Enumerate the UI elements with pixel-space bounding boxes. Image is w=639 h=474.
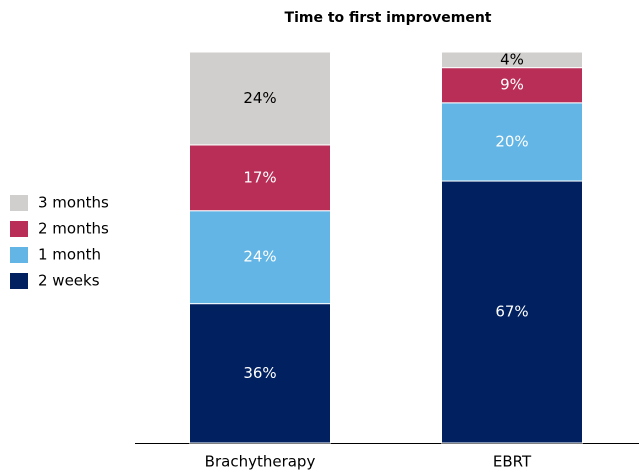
legend-swatch [10, 195, 28, 211]
legend-label: 2 weeks [38, 272, 100, 290]
bar-segment [441, 67, 583, 104]
data-label: 24% [243, 89, 276, 107]
data-label: 4% [500, 50, 524, 68]
legend-swatch [10, 221, 28, 237]
bar-segment [441, 51, 583, 69]
bar-segment [441, 180, 583, 444]
data-label: 36% [243, 364, 276, 382]
x-tick-label: EBRT [493, 453, 532, 471]
data-label: 24% [243, 248, 276, 266]
bar-segment [189, 210, 331, 305]
legend-label: 3 months [38, 194, 109, 212]
legend-label: 2 months [38, 220, 109, 238]
x-tick-label: Brachytherapy [205, 453, 316, 471]
bar-segment [441, 102, 583, 182]
data-label: 20% [495, 132, 528, 150]
data-label: 17% [243, 168, 276, 186]
data-label: 9% [500, 76, 524, 94]
chart-title: Time to first improvement [285, 10, 492, 26]
bar-segment [189, 303, 331, 444]
legend-swatch [10, 273, 28, 289]
bar-segment [189, 51, 331, 146]
data-label: 67% [495, 303, 528, 321]
legend-swatch [10, 247, 28, 263]
legend-label: 1 month [38, 246, 101, 264]
